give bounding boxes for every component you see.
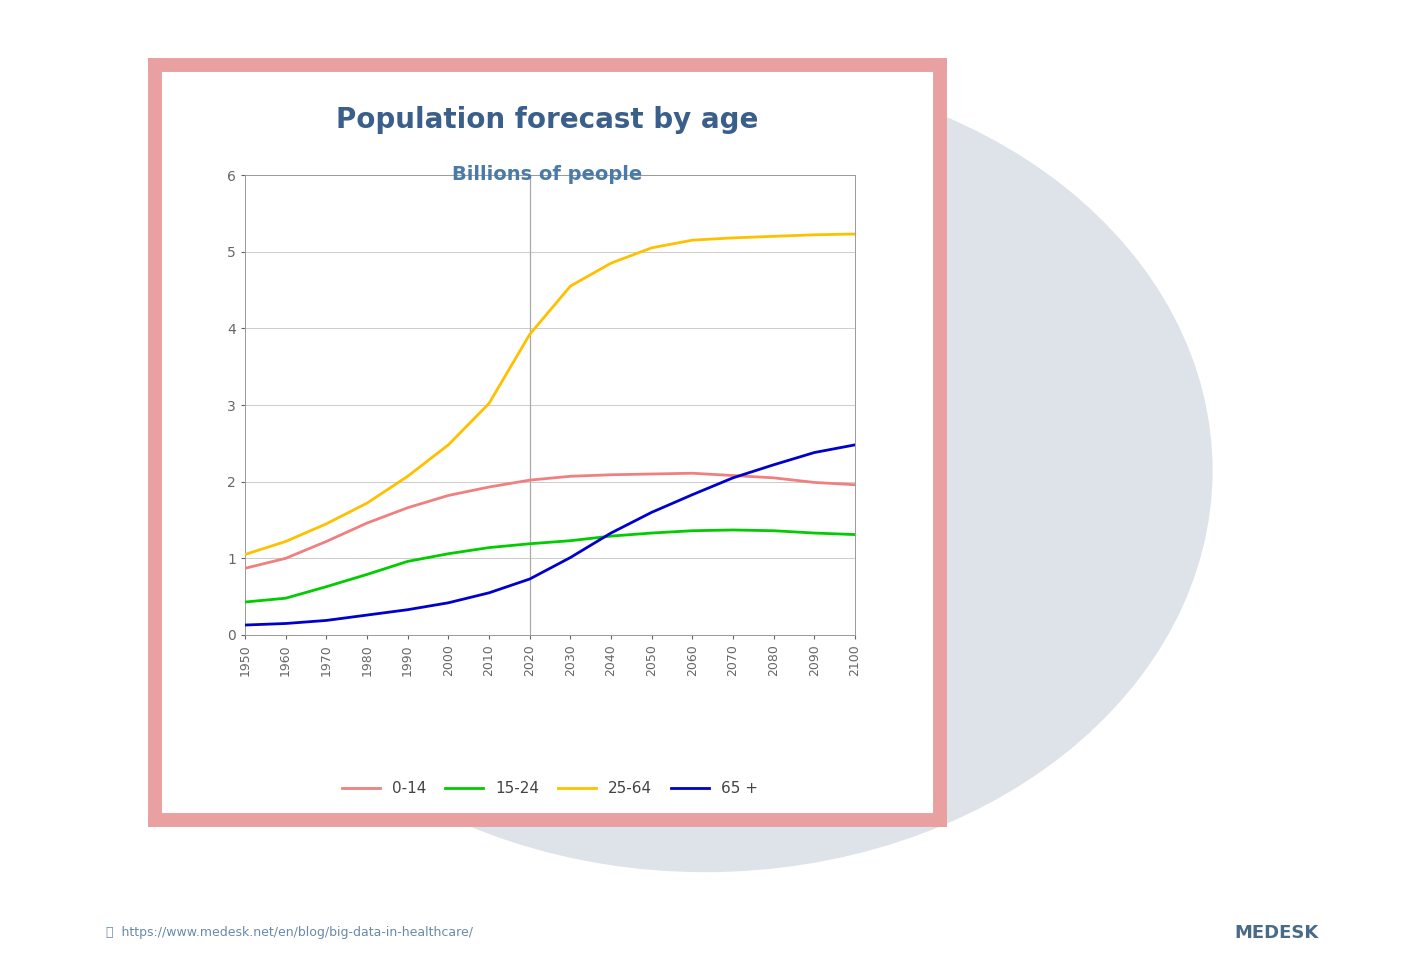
Text: Population forecast by age: Population forecast by age: [337, 106, 759, 134]
Legend: 0-14, 15-24, 25-64, 65 +: 0-14, 15-24, 25-64, 65 +: [336, 775, 764, 803]
Text: ⭕  https://www.medesk.net/en/blog/big-data-in-healthcare/: ⭕ https://www.medesk.net/en/blog/big-dat…: [106, 926, 472, 940]
Ellipse shape: [197, 69, 1213, 872]
Text: Billions of people: Billions of people: [453, 166, 643, 184]
Text: MEDESK: MEDESK: [1234, 924, 1318, 942]
